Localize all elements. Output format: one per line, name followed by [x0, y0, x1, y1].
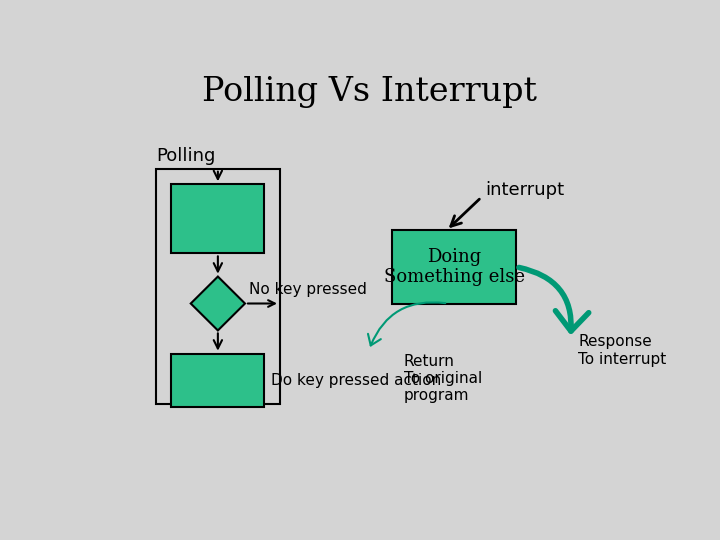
Text: Response
To interrupt: Response To interrupt — [578, 334, 667, 367]
FancyArrowPatch shape — [368, 302, 445, 346]
Polygon shape — [191, 276, 245, 330]
Text: Do key pressed action: Do key pressed action — [271, 373, 441, 388]
Text: Polling Vs Interrupt: Polling Vs Interrupt — [202, 76, 536, 108]
Text: Doing
Something else: Doing Something else — [384, 247, 525, 286]
Bar — [171, 354, 264, 408]
Bar — [156, 168, 280, 403]
Bar — [171, 184, 264, 253]
Text: Polling: Polling — [156, 147, 215, 165]
Text: interrupt: interrupt — [485, 180, 564, 199]
Bar — [392, 231, 516, 303]
FancyArrowPatch shape — [519, 267, 589, 331]
Text: Return
To original
program: Return To original program — [404, 354, 482, 403]
Text: No key pressed: No key pressed — [249, 282, 366, 298]
